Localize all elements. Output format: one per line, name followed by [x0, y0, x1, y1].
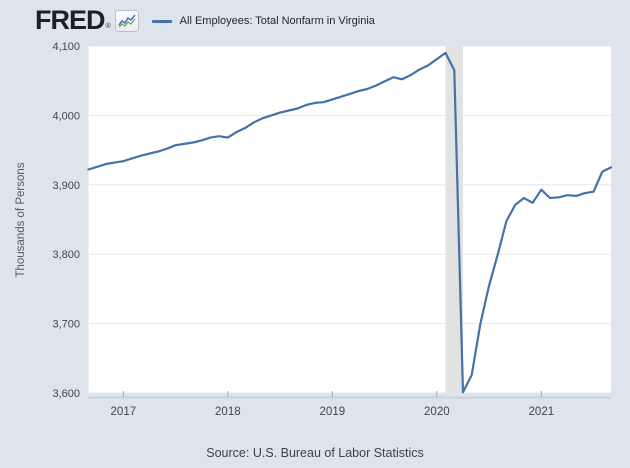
x-tick-label: 2017 [111, 406, 137, 418]
fred-logo[interactable]: FRED ® [35, 5, 139, 35]
y-axis-title: Thousands of Persons [15, 162, 27, 278]
y-tick-label: 4,000 [52, 110, 80, 122]
x-tick-label: 2018 [215, 406, 241, 418]
y-tick-label: 4,100 [52, 41, 80, 53]
chart-area[interactable]: 4,100 4,000 3,900 3,800 3,700 3,600 2017 2018 2… [0, 0, 630, 440]
legend-line-sample [151, 19, 172, 23]
x-tick-label: 2020 [424, 406, 450, 418]
y-tick-label: 3,600 [52, 388, 80, 400]
source-note: Source: U.S. Bureau of Labor Statistics [206, 446, 424, 460]
chart-header: FRED ® All Employees: Total Nonfarm in V… [35, 5, 375, 35]
sparkline-icon [114, 10, 139, 32]
x-tick-label: 2021 [529, 406, 555, 418]
plot-background [88, 46, 611, 393]
series-line [87, 51, 613, 394]
y-tick-label: 3,700 [52, 319, 80, 331]
legend-label: All Employees: Total Nonfarm in Virginia [179, 15, 375, 27]
fred-logo-text: FRED [35, 5, 105, 35]
x-tick-label: 2019 [320, 406, 346, 418]
y-tick-label: 3,800 [52, 249, 80, 261]
series-legend: All Employees: Total Nonfarm in Virginia [151, 15, 375, 27]
y-tick-label: 3,900 [52, 180, 80, 192]
recession-band [445, 46, 463, 393]
registered-mark: ® [105, 23, 111, 30]
